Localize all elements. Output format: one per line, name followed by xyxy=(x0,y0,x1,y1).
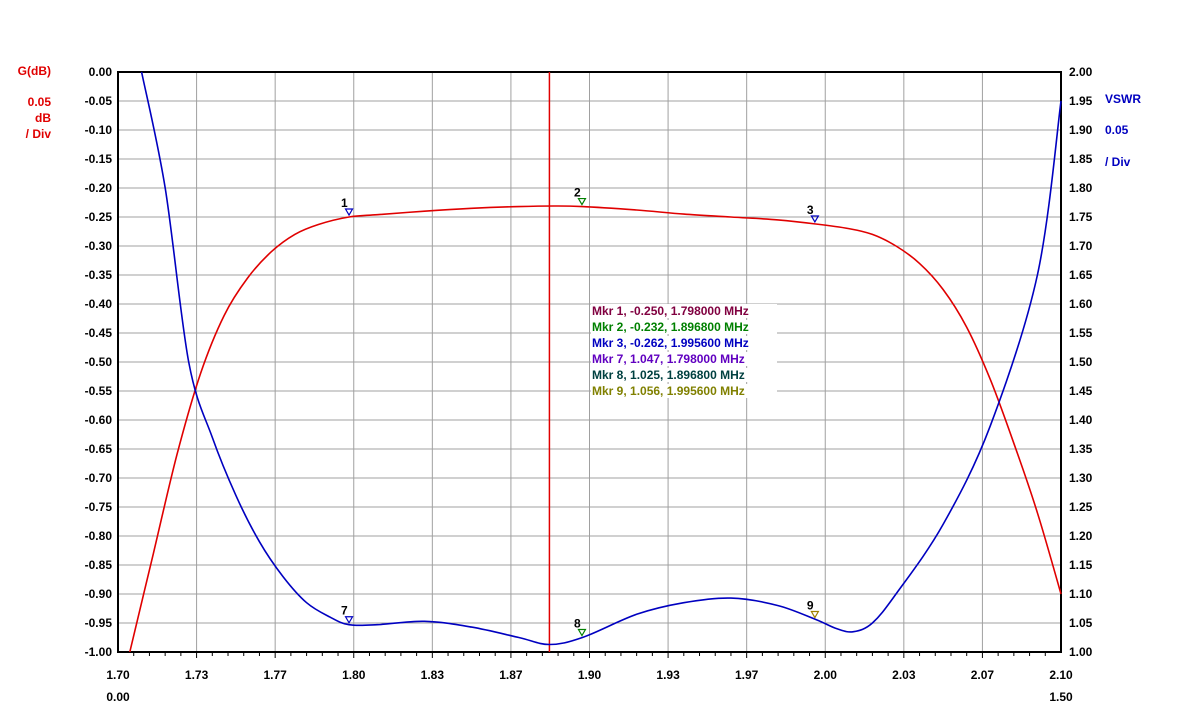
gain-curve xyxy=(129,205,1062,653)
left-tick-label: -0.60 xyxy=(85,413,113,427)
right-tick-label: 2.00 xyxy=(1069,65,1093,79)
x-tick-label: 1.93 xyxy=(656,668,680,682)
right-tick-label: 1.30 xyxy=(1069,471,1093,485)
x-tick-label: 2.00 xyxy=(814,668,838,682)
marker-readout: Mkr 2, -0.232, 1.896800 MHz xyxy=(592,320,749,334)
right-tick-label: 1.90 xyxy=(1069,123,1093,137)
right-tick-label: 1.00 xyxy=(1069,645,1093,659)
left-tick-label: -0.50 xyxy=(85,355,113,369)
right-tick-label: 1.55 xyxy=(1069,326,1093,340)
left-tick-label: -0.30 xyxy=(85,239,113,253)
right-axis-title: VSWR xyxy=(1105,92,1141,106)
left-tick-label: -0.65 xyxy=(85,442,113,456)
right-tick-label: 1.05 xyxy=(1069,616,1093,630)
right-tick-label: 1.65 xyxy=(1069,268,1093,282)
right-tick-label: 1.45 xyxy=(1069,384,1093,398)
left-tick-label: 0.00 xyxy=(89,65,113,79)
right-scale-value: 0.05 xyxy=(1105,123,1129,137)
x-tick-label: 2.03 xyxy=(892,668,916,682)
marker-1-label: 1 xyxy=(341,196,348,210)
left-tick-label: -0.20 xyxy=(85,181,113,195)
x-tick-label: 1.80 xyxy=(342,668,366,682)
left-tick-label: -0.75 xyxy=(85,500,113,514)
right-scale-div: / Div xyxy=(1105,155,1131,169)
left-tick-label: -0.85 xyxy=(85,558,113,572)
right-tick-label: 1.70 xyxy=(1069,239,1093,253)
marker-readout: Mkr 8, 1.025, 1.896800 MHz xyxy=(592,368,745,382)
right-tick-label: 1.95 xyxy=(1069,94,1093,108)
x-tick-label: 1.77 xyxy=(263,668,287,682)
marker-readout: Mkr 9, 1.056, 1.995600 MHz xyxy=(592,384,745,398)
right-tick-label: 1.20 xyxy=(1069,529,1093,543)
readout-bg xyxy=(591,320,777,334)
x-tick-label: 1.90 xyxy=(578,668,602,682)
left-tick-label: -0.80 xyxy=(85,529,113,543)
right-tick-label: 1.75 xyxy=(1069,210,1093,224)
marker-7-label: 7 xyxy=(341,604,348,618)
left-scale-div: / Div xyxy=(26,127,52,141)
left-tick-label: -0.40 xyxy=(85,297,113,311)
left-tick-label: -1.00 xyxy=(85,645,113,659)
left-tick-label: -0.25 xyxy=(85,210,113,224)
readout-bg xyxy=(591,352,777,366)
right-tick-label: 1.80 xyxy=(1069,181,1093,195)
right-tick-label: 1.60 xyxy=(1069,297,1093,311)
left-axis-title: G(dB) xyxy=(18,64,51,78)
left-scale-unit: dB xyxy=(35,111,51,125)
marker-layer: 1 2 3 7 8 9 Mkr 1, -0.250, 1.798000 MHz Mkr 2, … xyxy=(341,186,820,637)
x-tick-label: 1.97 xyxy=(735,668,759,682)
vswr-curve xyxy=(140,71,1062,646)
x-tick-label: 1.70 xyxy=(106,668,130,682)
marker-3-label: 3 xyxy=(807,203,814,217)
x-start-label: 0.00 xyxy=(106,690,130,704)
readout-bg xyxy=(591,336,777,350)
left-tick-label: -0.95 xyxy=(85,616,113,630)
right-tick-label: 1.25 xyxy=(1069,500,1093,514)
marker-2-label: 2 xyxy=(574,186,581,200)
right-tick-label: 1.10 xyxy=(1069,587,1093,601)
series-layer xyxy=(129,71,1062,653)
x-tick-label: 1.83 xyxy=(421,668,445,682)
readout-bg xyxy=(591,304,777,318)
marker-9-icon xyxy=(810,610,820,619)
right-tick-label: 1.40 xyxy=(1069,413,1093,427)
marker-readout: Mkr 1, -0.250, 1.798000 MHz xyxy=(592,304,749,318)
plot-frame xyxy=(117,71,1062,653)
marker-3-icon xyxy=(810,215,820,224)
right-tick-label: 1.35 xyxy=(1069,442,1093,456)
left-tick-label: -0.90 xyxy=(85,587,113,601)
left-tick-label: -0.55 xyxy=(85,384,113,398)
right-tick-label: 1.85 xyxy=(1069,152,1093,166)
marker-8-label: 8 xyxy=(574,617,581,631)
marker-readout: Mkr 3, -0.262, 1.995600 MHz xyxy=(592,336,749,350)
marker-7-icon xyxy=(344,616,354,624)
left-tick-label: -0.35 xyxy=(85,268,113,282)
left-tick-label: -0.10 xyxy=(85,123,113,137)
x-tick-label: 1.73 xyxy=(185,668,209,682)
x-end-label: 1.50 xyxy=(1049,690,1073,704)
x-tick-label: 2.10 xyxy=(1049,668,1073,682)
left-tick-label: -0.45 xyxy=(85,326,113,340)
grid-layer xyxy=(117,71,1062,658)
marker-9-label: 9 xyxy=(807,599,814,613)
left-scale-value: 0.05 xyxy=(28,95,52,109)
right-tick-label: 1.15 xyxy=(1069,558,1093,572)
left-tick-label: -0.05 xyxy=(85,94,113,108)
marker-8-icon xyxy=(577,628,587,637)
readout-bg xyxy=(591,384,777,398)
text-layer: G(dB) 0.05 dB / Div VSWR 0.05 / Div 0.00… xyxy=(18,64,1142,704)
x-tick-label: 2.07 xyxy=(971,668,995,682)
left-tick-label: -0.70 xyxy=(85,471,113,485)
marker-2-icon xyxy=(577,197,587,206)
x-tick-label: 1.87 xyxy=(499,668,523,682)
marker-1-icon xyxy=(344,208,354,217)
readout-bg xyxy=(591,368,777,382)
right-tick-label: 1.50 xyxy=(1069,355,1093,369)
marker-readout: Mkr 7, 1.047, 1.798000 MHz xyxy=(592,352,745,366)
left-tick-label: -0.15 xyxy=(85,152,113,166)
